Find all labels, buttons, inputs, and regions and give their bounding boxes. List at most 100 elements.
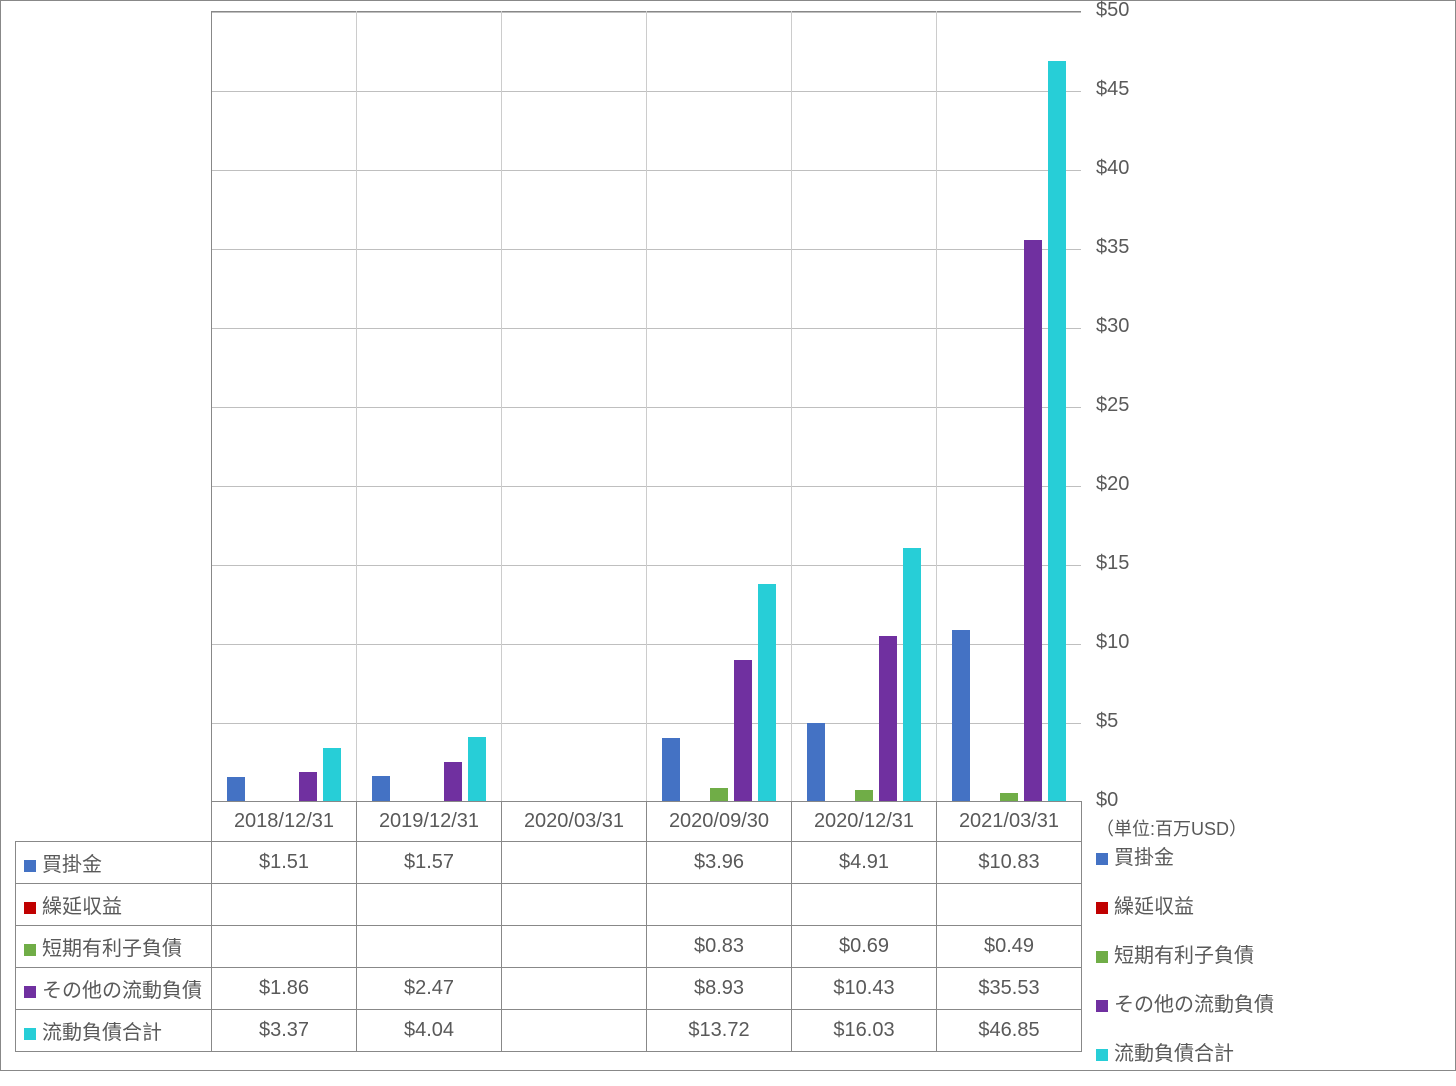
table-cell	[502, 968, 647, 1010]
legend-item: 短期有利子負債	[1096, 939, 1274, 968]
table-cell: $1.57	[357, 842, 502, 884]
table-cell	[502, 884, 647, 926]
row-header: 繰延収益	[16, 884, 212, 926]
legend-marker-icon	[1096, 1049, 1108, 1061]
table-cell: $46.85	[937, 1010, 1082, 1052]
row-header: 流動負債合計	[16, 1010, 212, 1052]
legend-item: その他の流動負債	[1096, 988, 1274, 1017]
data-table: 2018/12/312019/12/312020/03/312020/09/30…	[15, 801, 1082, 1052]
y-tick-label: $30	[1096, 315, 1129, 338]
table-cell: $2.47	[357, 968, 502, 1010]
legend-marker-icon	[24, 1028, 36, 1040]
table-cell	[212, 884, 357, 926]
legend-label: 繰延収益	[1114, 896, 1194, 918]
series-label: 短期有利子負債	[42, 938, 182, 960]
legend-marker-icon	[24, 860, 36, 872]
category-header: 2018/12/31	[212, 802, 357, 842]
y-tick-label: $50	[1096, 0, 1129, 22]
table-cell: $13.72	[647, 1010, 792, 1052]
y-tick-label: $35	[1096, 236, 1129, 259]
legend-label: 短期有利子負債	[1114, 945, 1254, 967]
table-cell	[502, 926, 647, 968]
series-label: 買掛金	[42, 854, 102, 876]
table-cell: $10.43	[792, 968, 937, 1010]
table-cell: $4.04	[357, 1010, 502, 1052]
y-tick-label: $25	[1096, 394, 1129, 417]
category-header: 2020/09/30	[647, 802, 792, 842]
table-cell: $8.93	[647, 968, 792, 1010]
bar-s1	[807, 723, 825, 801]
y-tick-label: $5	[1096, 710, 1118, 733]
y-tick-label: $20	[1096, 473, 1129, 496]
legend-label: その他の流動負債	[1114, 994, 1274, 1016]
category-header: 2020/12/31	[792, 802, 937, 842]
table-cell: $10.83	[937, 842, 1082, 884]
y-tick-label: $0	[1096, 789, 1118, 812]
bar-s3	[710, 788, 728, 801]
bar-s3	[855, 790, 873, 801]
row-header: その他の流動負債	[16, 968, 212, 1010]
table-cell	[212, 926, 357, 968]
legend-right: 買掛金繰延収益短期有利子負債その他の流動負債流動負債合計	[1096, 841, 1274, 1086]
bar-s3	[1000, 793, 1018, 801]
bar-s4	[879, 636, 897, 801]
legend-marker-icon	[24, 944, 36, 956]
legend-item: 繰延収益	[1096, 890, 1274, 919]
bar-s5	[758, 584, 776, 801]
y-tick-label: $10	[1096, 631, 1129, 654]
legend-item: 買掛金	[1096, 841, 1274, 870]
legend-marker-icon	[24, 986, 36, 998]
table-corner	[16, 802, 212, 842]
bar-s1	[952, 630, 970, 801]
table-cell: $4.91	[792, 842, 937, 884]
bars-layer	[211, 11, 1081, 801]
y-tick-label: $40	[1096, 157, 1129, 180]
table-cell	[647, 884, 792, 926]
y-tick-label: $45	[1096, 78, 1129, 101]
series-label: 繰延収益	[42, 896, 122, 918]
legend-marker-icon	[1096, 1000, 1108, 1012]
table-cell: $3.37	[212, 1010, 357, 1052]
legend-marker-icon	[24, 902, 36, 914]
table-cell: $1.86	[212, 968, 357, 1010]
chart-container: $0 $5 $10 $15 $20 $25 $30 $35 $40 $45 $50 （単位:百万US…	[0, 0, 1456, 1071]
bar-s1	[227, 777, 245, 801]
legend-label: 流動負債合計	[1114, 1043, 1234, 1065]
category-header: 2020/03/31	[502, 802, 647, 842]
table-cell	[357, 926, 502, 968]
table-cell: $0.49	[937, 926, 1082, 968]
bar-s5	[323, 748, 341, 801]
legend-marker-icon	[1096, 853, 1108, 865]
table-cell	[502, 1010, 647, 1052]
legend-label: 買掛金	[1114, 847, 1174, 869]
table-cell: $3.96	[647, 842, 792, 884]
bar-s1	[662, 738, 680, 801]
table-cell: $0.69	[792, 926, 937, 968]
table-cell: $1.51	[212, 842, 357, 884]
unit-label: （単位:百万USD）	[1096, 815, 1247, 841]
series-label: 流動負債合計	[42, 1022, 162, 1044]
row-header: 買掛金	[16, 842, 212, 884]
y-tick-label: $15	[1096, 552, 1129, 575]
bar-s5	[468, 737, 486, 801]
table-cell	[792, 884, 937, 926]
row-header: 短期有利子負債	[16, 926, 212, 968]
bar-s4	[444, 762, 462, 801]
bar-s1	[372, 776, 390, 801]
bar-s4	[1024, 240, 1042, 801]
bar-s5	[1048, 61, 1066, 801]
legend-item: 流動負債合計	[1096, 1037, 1274, 1066]
table-cell: $35.53	[937, 968, 1082, 1010]
table-cell: $16.03	[792, 1010, 937, 1052]
table-cell	[502, 842, 647, 884]
table-cell: $0.83	[647, 926, 792, 968]
bar-s4	[299, 772, 317, 801]
category-header: 2019/12/31	[357, 802, 502, 842]
series-label: その他の流動負債	[42, 980, 202, 1002]
bar-s4	[734, 660, 752, 801]
category-header: 2021/03/31	[937, 802, 1082, 842]
table-cell	[937, 884, 1082, 926]
bar-s5	[903, 548, 921, 801]
legend-marker-icon	[1096, 902, 1108, 914]
legend-marker-icon	[1096, 951, 1108, 963]
